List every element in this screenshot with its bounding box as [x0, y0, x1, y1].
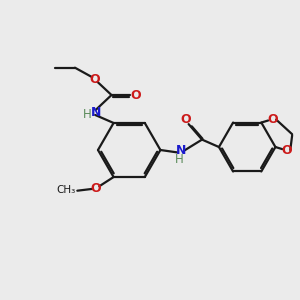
Text: O: O — [90, 182, 101, 195]
Text: H: H — [175, 153, 184, 166]
Text: N: N — [91, 106, 101, 119]
Text: H: H — [83, 108, 92, 121]
Text: O: O — [130, 88, 141, 101]
Text: O: O — [90, 73, 101, 86]
Text: CH₃: CH₃ — [56, 185, 76, 195]
Text: N: N — [176, 144, 186, 157]
Text: O: O — [180, 112, 191, 126]
Text: O: O — [281, 144, 292, 157]
Text: O: O — [267, 112, 278, 125]
